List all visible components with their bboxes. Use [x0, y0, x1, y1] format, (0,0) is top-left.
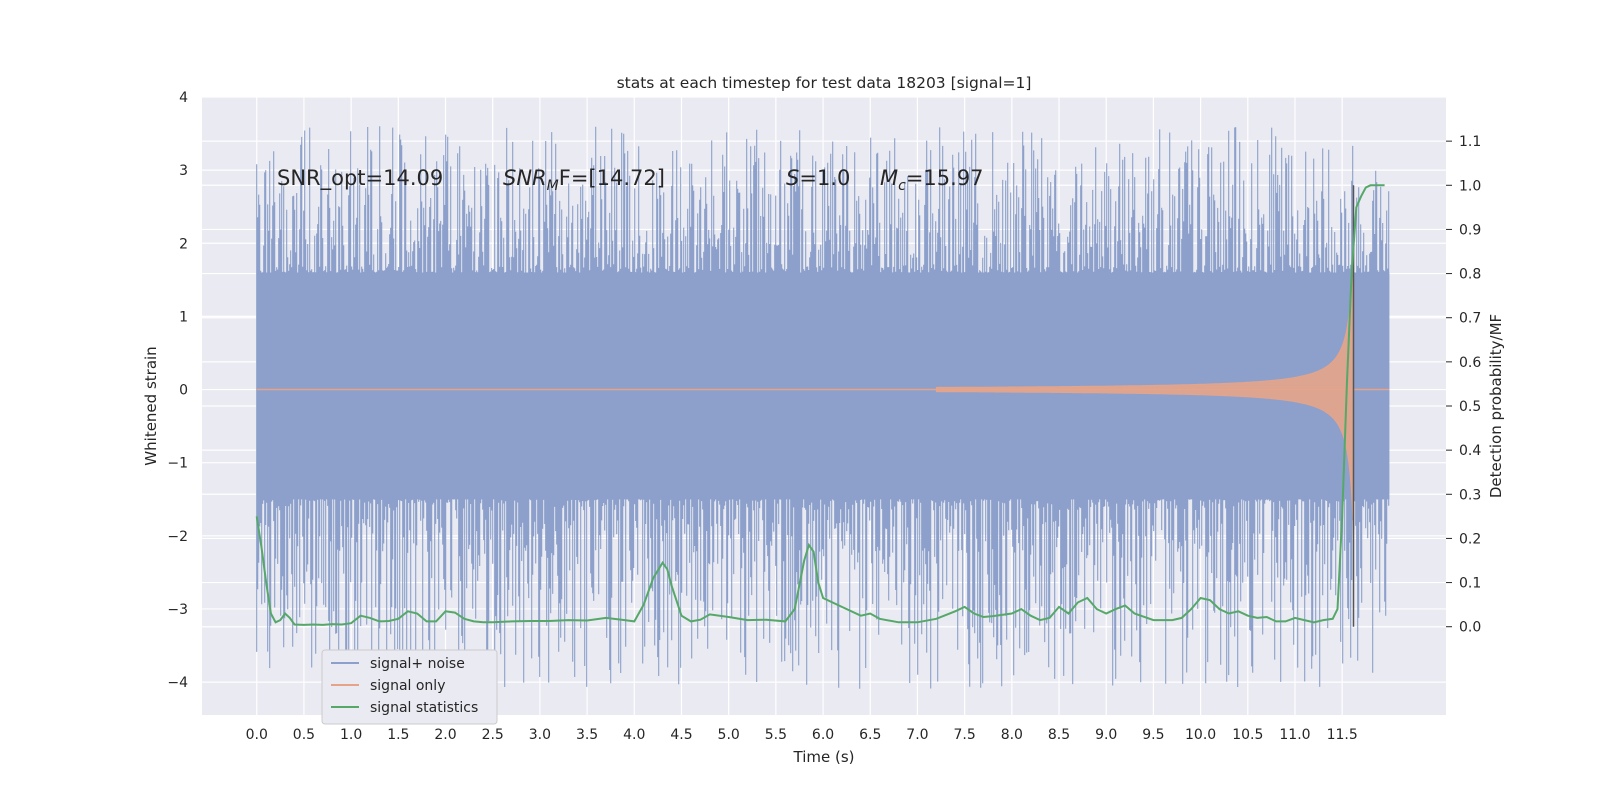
- x-tick-labels: 0.0 0.5 1.0 1.5 2.0 2.5 3.0 3.5 4.0 4.5 5.0 5.5 6.0 6…: [246, 727, 1358, 743]
- y-right-tick-label: 1.0: [1459, 178, 1481, 194]
- x-tick-label: 10.5: [1232, 727, 1263, 743]
- y-right-tick-label: 0.4: [1459, 443, 1481, 459]
- x-tick-label: 2.5: [482, 727, 504, 743]
- x-tick-label: 1.0: [340, 727, 362, 743]
- y-axis-label: Whitened strain: [142, 346, 160, 465]
- snr-mf-tail: F=[14.72]: [559, 166, 665, 190]
- mc-val: =15.97: [906, 166, 984, 190]
- x-tick-label: 5.5: [765, 727, 787, 743]
- y-right-tick-label: 0.3: [1459, 487, 1481, 503]
- y-tick-label: −3: [167, 602, 188, 618]
- x-tick-label: 7.5: [954, 727, 976, 743]
- s-val: =1.0: [799, 166, 850, 190]
- x-tick-label: 1.5: [387, 727, 409, 743]
- y-tick-label: 1: [179, 309, 188, 325]
- x-axis-label: Time (s): [793, 748, 855, 766]
- x-tick-label: 4.5: [670, 727, 692, 743]
- x-tick-label: 3.5: [576, 727, 598, 743]
- s-annotation: S=1.0: [786, 166, 850, 190]
- mc-annotation: Mc=15.97: [880, 166, 984, 194]
- y-right-tick-label: 0.1: [1459, 576, 1481, 592]
- y-right-tick-label: 0.0: [1459, 620, 1481, 636]
- x-tick-label: 6.0: [812, 727, 834, 743]
- x-tick-label: 8.0: [1001, 727, 1023, 743]
- x-tick-label: 4.0: [623, 727, 645, 743]
- x-tick-label: 3.0: [529, 727, 551, 743]
- y-right-tick-label: 0.8: [1459, 267, 1481, 283]
- y-right-tick-label: 0.5: [1459, 399, 1481, 415]
- legend-label-noise: signal+ noise: [370, 656, 465, 672]
- y-right-tick-label: 0.6: [1459, 355, 1481, 371]
- x-tick-label: 11.0: [1279, 727, 1310, 743]
- y-right-tick-label: 0.9: [1459, 222, 1481, 238]
- mc-var: M: [880, 166, 898, 190]
- chart-title: stats at each timestep for test data 182…: [617, 74, 1032, 92]
- signal-statistics-series: [255, 184, 1385, 626]
- y-tick-label: 0: [179, 383, 188, 399]
- y-tick-label: −4: [167, 675, 188, 691]
- x-tick-label: 0.5: [293, 727, 315, 743]
- x-tick-label: 2.0: [434, 727, 456, 743]
- x-tick-label: 6.5: [859, 727, 881, 743]
- y-tick-label: 3: [179, 163, 188, 179]
- mc-sub: c: [898, 178, 906, 194]
- x-tick-label: 5.0: [718, 727, 740, 743]
- y-tick-labels: 4 3 2 1 0 −1 −2 −3 −4: [167, 90, 188, 691]
- y-right-tick-label: 1.1: [1459, 134, 1481, 150]
- legend-box: [321, 649, 498, 725]
- x-tick-label: 9.0: [1095, 727, 1117, 743]
- y-right-tick-label: 0.7: [1459, 311, 1481, 327]
- legend-label-stats: signal statistics: [370, 700, 478, 716]
- y-right-axis-label: Detection probability/MF: [1487, 314, 1505, 498]
- x-tick-label: 0.0: [246, 727, 268, 743]
- y-tick-label: 2: [179, 236, 188, 252]
- y-tick-label: −1: [167, 456, 188, 472]
- stats-line: [255, 184, 1385, 626]
- x-tick-label: 11.5: [1327, 727, 1358, 743]
- x-tick-label: 9.5: [1142, 727, 1164, 743]
- snr-mf-annotation: SNRMF=[14.72]: [503, 166, 665, 194]
- legend: signal+ noise signal only signal statist…: [321, 649, 498, 725]
- x-tick-label: 10.0: [1185, 727, 1216, 743]
- x-tick-label: 7.0: [906, 727, 928, 743]
- y-tick-label: 4: [179, 90, 188, 106]
- y-tick-label: −2: [167, 529, 188, 545]
- snr-mf-sub: M: [547, 178, 559, 194]
- snr-mf-base: SNR: [503, 166, 547, 190]
- legend-label-signal: signal only: [370, 678, 445, 694]
- y-right-tick-label: 0.2: [1459, 531, 1481, 547]
- x-tick-label: 8.5: [1048, 727, 1070, 743]
- s-var: S: [786, 166, 799, 190]
- y-right-tick-labels: 1.1 1.0 0.9 0.8 0.7 0.6 0.5 0.4 0.3 0.2 0.1 0.0: [1459, 134, 1481, 636]
- snr-opt-annotation: SNR_opt=14.09: [277, 166, 443, 191]
